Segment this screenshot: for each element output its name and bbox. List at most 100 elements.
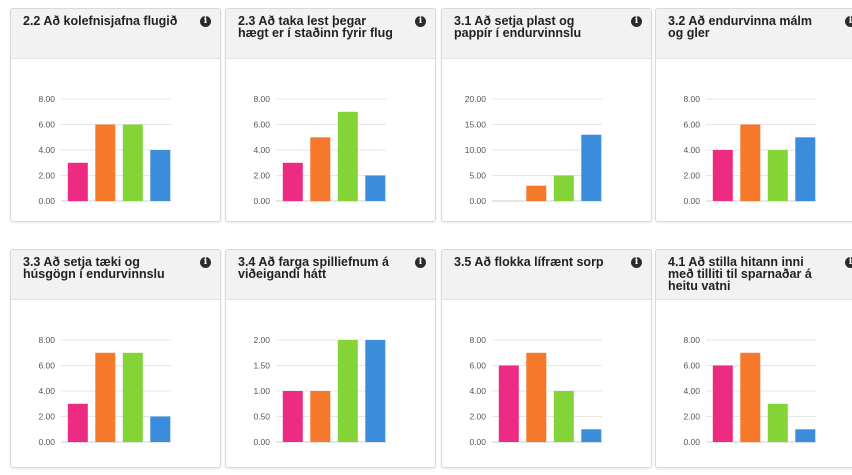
bar-chart: 0.00 2.00 4.00 6.00 8.00	[469, 335, 602, 447]
bar-chart: 0.00 2.00 4.00 6.00 8.00	[683, 335, 816, 447]
bar	[282, 391, 303, 442]
bar-chart: 0.00 2.00 4.00 6.00 8.00	[38, 94, 171, 206]
chart-title: 3.4 Að farga spilliefnum á viðeigandi há…	[238, 255, 389, 281]
y-tick-label: 0.00	[683, 196, 700, 206]
bar	[740, 352, 761, 443]
y-tick-label: 2.00	[253, 335, 270, 345]
bar	[95, 124, 116, 201]
y-tick-label: 2.00	[38, 412, 55, 422]
bar	[526, 352, 547, 443]
card-header: 2.2 Að kolefnisjafna flugið i	[11, 9, 220, 59]
y-tick-label: 2.00	[683, 412, 700, 422]
y-tick-label: 2.00	[38, 171, 55, 181]
y-tick-label: 8.00	[253, 94, 270, 104]
chart-card: 3.3 Að setja tæki og húsgögn í endurvinn…	[10, 249, 221, 468]
card-header: 3.3 Að setja tæki og húsgögn í endurvinn…	[11, 250, 220, 300]
y-tick-label: 6.00	[38, 361, 55, 371]
chart-card: 4.1 Að stilla hitann inni með tilliti ti…	[655, 249, 852, 468]
bar	[95, 352, 116, 443]
y-tick-label: 6.00	[253, 120, 270, 130]
y-tick-label: 4.00	[469, 386, 486, 396]
chart-card: 3.4 Að farga spilliefnum á viðeigandi há…	[225, 249, 436, 468]
bar	[150, 416, 171, 442]
chart-title: 3.2 Að endurvinna málm og gler	[668, 14, 813, 40]
bar	[67, 403, 88, 443]
info-icon[interactable]: i	[845, 16, 852, 27]
info-icon[interactable]: i	[415, 16, 426, 27]
bar-chart: 0.00 2.00 4.00 6.00 8.00	[38, 335, 171, 447]
bar	[282, 162, 303, 202]
y-tick-label: 6.00	[683, 120, 700, 130]
bar	[498, 365, 519, 442]
y-tick-label: 4.00	[38, 386, 55, 396]
y-tick-label: 1.50	[253, 361, 270, 371]
y-tick-label: 8.00	[683, 335, 700, 345]
y-tick-label: 6.00	[38, 120, 55, 130]
chart-card: 3.5 Að flokka lífrænt sorp i 0.00 2.00 4.00 6…	[441, 249, 652, 468]
bar-chart: 0.00 2.00 4.00 6.00 8.00	[683, 94, 816, 206]
bar	[581, 429, 602, 443]
y-tick-label: 6.00	[469, 361, 486, 371]
bar	[150, 150, 171, 201]
chart-title: 3.5 Að flokka lífrænt sorp	[454, 255, 604, 269]
card-header: 3.1 Að setja plast og pappír í endurvinn…	[442, 9, 651, 59]
card-header: 3.4 Að farga spilliefnum á viðeigandi há…	[226, 250, 435, 300]
bar	[581, 134, 602, 201]
chart-title: 3.3 Að setja tæki og húsgögn í endurvinn…	[23, 255, 165, 281]
bar	[122, 352, 143, 443]
chart-title: 4.1 Að stilla hitann inni með tilliti ti…	[668, 255, 812, 293]
info-icon[interactable]: i	[631, 257, 642, 268]
info-icon[interactable]: i	[200, 16, 211, 27]
chart-card: 3.1 Að setja plast og pappír í endurvinn…	[441, 8, 652, 222]
bar	[122, 124, 143, 201]
info-icon[interactable]: i	[631, 16, 642, 27]
bar	[712, 365, 733, 442]
y-tick-label: 0.00	[469, 196, 486, 206]
bar	[767, 150, 788, 201]
chart-card: 2.3 Að taka lest þegar hægt er í staðinn…	[225, 8, 436, 222]
y-tick-label: 15.00	[465, 120, 487, 130]
card-header: 3.5 Að flokka lífrænt sorp i	[442, 250, 651, 300]
card-header: 4.1 Að stilla hitann inni með tilliti ti…	[656, 250, 852, 300]
bar	[795, 429, 816, 443]
bar	[365, 175, 386, 201]
bar	[337, 111, 358, 202]
y-tick-label: 4.00	[253, 145, 270, 155]
y-tick-label: 8.00	[469, 335, 486, 345]
y-tick-label: 5.00	[469, 171, 486, 181]
bar	[740, 124, 761, 201]
y-tick-label: 0.00	[38, 437, 55, 447]
chart-title: 2.3 Að taka lest þegar hægt er í staðinn…	[238, 14, 393, 40]
bar	[526, 185, 547, 201]
y-tick-label: 1.00	[253, 386, 270, 396]
chart-title: 2.2 Að kolefnisjafna flugið	[23, 14, 178, 28]
y-tick-label: 4.00	[683, 386, 700, 396]
y-tick-label: 10.00	[465, 145, 487, 155]
y-tick-label: 6.00	[683, 361, 700, 371]
bar	[337, 340, 358, 442]
y-tick-label: 20.00	[465, 94, 487, 104]
card-header: 3.2 Að endurvinna málm og gler i	[656, 9, 852, 59]
bar	[310, 391, 331, 442]
info-icon[interactable]: i	[845, 257, 852, 268]
bar	[310, 137, 331, 202]
bar	[795, 137, 816, 202]
y-tick-label: 8.00	[683, 94, 700, 104]
bar	[712, 150, 733, 201]
bar	[553, 391, 574, 442]
y-tick-label: 2.00	[683, 171, 700, 181]
chart-card: 3.2 Að endurvinna málm og gler i 0.00 2.00 4…	[655, 8, 852, 222]
y-tick-label: 8.00	[38, 335, 55, 345]
y-tick-label: 2.00	[253, 171, 270, 181]
bar	[67, 162, 88, 202]
y-tick-label: 0.00	[253, 196, 270, 206]
bar-chart: 0.00 0.50 1.00 1.50 2.00	[253, 335, 386, 447]
chart-title: 3.1 Að setja plast og pappír í endurvinn…	[454, 14, 582, 40]
bar	[553, 175, 574, 201]
bar	[365, 340, 386, 442]
y-tick-label: 8.00	[38, 94, 55, 104]
y-tick-label: 0.00	[469, 437, 486, 447]
chart-card: 2.2 Að kolefnisjafna flugið i 0.00 2.00 4.00…	[10, 8, 221, 222]
info-icon[interactable]: i	[415, 257, 426, 268]
info-icon[interactable]: i	[200, 257, 211, 268]
